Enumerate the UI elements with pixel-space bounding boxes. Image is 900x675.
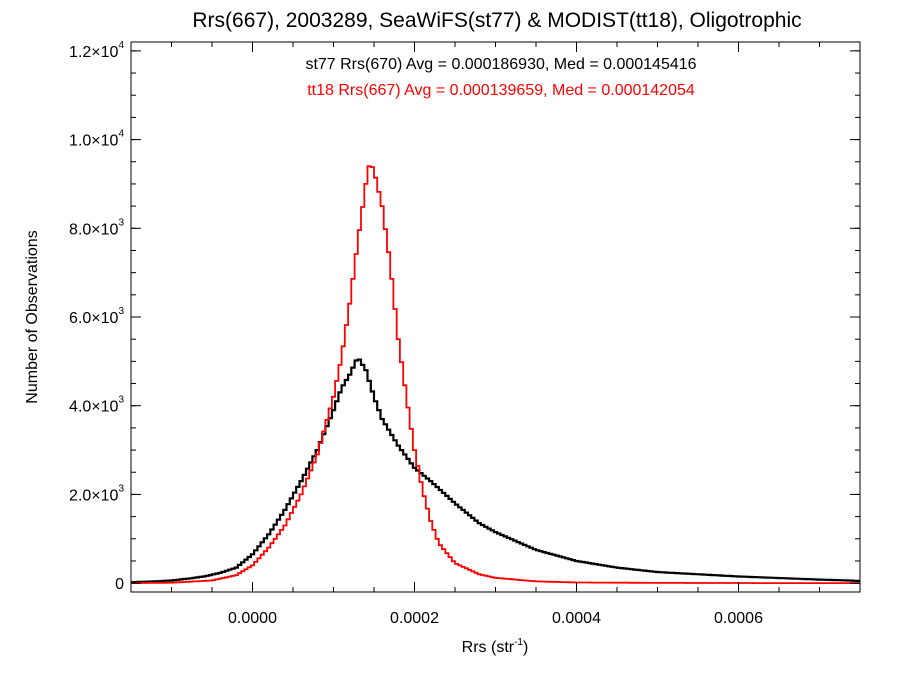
y-tick-label: 1.2×104 <box>69 40 124 61</box>
y-tick-label: 1.0×104 <box>69 129 124 150</box>
legend-tt18: tt18 Rrs(667) Avg = 0.000139659, Med = 0… <box>307 82 695 99</box>
x-tick-label: 0.0002 <box>390 610 439 627</box>
series-group <box>131 165 860 584</box>
x-axis-title-sup: -1 <box>514 637 523 648</box>
x-tick-label: 0.0006 <box>714 610 763 627</box>
y-axis: 0 2.0×103 4.0×103 6.0×103 8.0×103 1.0×104 1.2×… <box>69 40 860 593</box>
series-st77-line <box>131 358 860 584</box>
y-tick-label: 8.0×103 <box>69 217 124 238</box>
x-axis-title-main: Rrs (str <box>462 639 515 656</box>
y-tick-label: 4.0×103 <box>69 395 124 416</box>
y-tick-label: 2.0×103 <box>69 483 124 504</box>
chart-title: Rrs(667), 2003289, SeaWiFS(st77) & MODIS… <box>192 9 801 32</box>
legend-st77: st77 Rrs(670) Avg = 0.000186930, Med = 0… <box>305 56 696 73</box>
x-tick-label: 0.0000 <box>228 610 277 627</box>
x-axis-title: Rrs (str-1) <box>462 637 529 656</box>
plot-frame <box>130 41 861 593</box>
y-tick-label: 0 <box>115 576 124 593</box>
series-tt18-line <box>131 165 860 584</box>
y-axis-title: Number of Observations <box>24 230 41 403</box>
x-axis-title-close: ) <box>523 639 528 656</box>
x-tick-label: 0.0004 <box>552 610 601 627</box>
y-tick-label: 6.0×103 <box>69 306 124 327</box>
x-axis: 0.0000 0.0002 0.0004 0.0006 <box>171 42 861 627</box>
